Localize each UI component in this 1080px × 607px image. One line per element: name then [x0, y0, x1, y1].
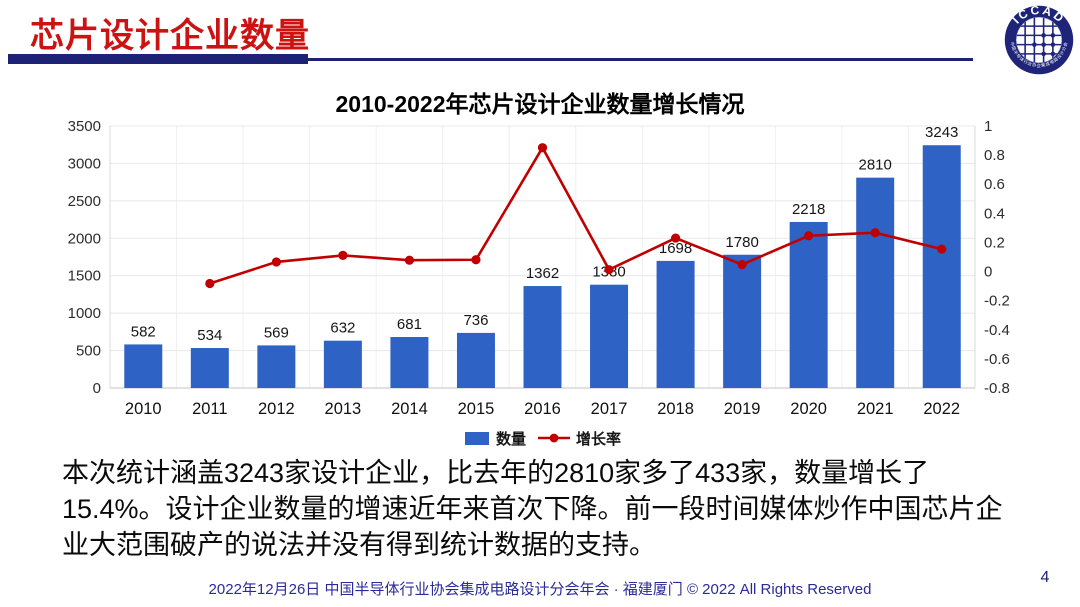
title-underline-thin: [308, 58, 973, 61]
svg-text:2810: 2810: [859, 157, 892, 174]
svg-text:2218: 2218: [792, 201, 825, 218]
iccad-logo: ICCAD 中国半导体行业协会集成电路设计分会: [1002, 3, 1076, 77]
svg-text:-0.8: -0.8: [984, 380, 1010, 397]
svg-text:2012: 2012: [258, 400, 295, 418]
svg-text:2017: 2017: [591, 400, 628, 418]
svg-text:1000: 1000: [68, 305, 101, 322]
svg-text:-0.6: -0.6: [984, 351, 1010, 368]
svg-text:数量: 数量: [496, 430, 526, 448]
svg-text:0.6: 0.6: [984, 176, 1005, 193]
svg-text:1698: 1698: [659, 240, 692, 257]
svg-text:3000: 3000: [68, 155, 101, 172]
title-underline-thick: [8, 54, 308, 64]
svg-text:3243: 3243: [925, 124, 958, 141]
svg-text:2014: 2014: [391, 400, 428, 418]
footer-text: 2022年12月26日 中国半导体行业协会集成电路设计分会年会 · 福建厦门 ©…: [208, 581, 872, 598]
svg-text:632: 632: [330, 320, 355, 337]
svg-text:1780: 1780: [725, 234, 758, 251]
svg-text:736: 736: [463, 312, 488, 329]
svg-text:582: 582: [131, 323, 156, 340]
svg-text:2010: 2010: [125, 400, 162, 418]
svg-text:2015: 2015: [458, 400, 495, 418]
svg-text:2011: 2011: [192, 400, 227, 418]
svg-text:0.8: 0.8: [984, 147, 1005, 164]
svg-text:0: 0: [93, 380, 101, 397]
iccad-logo-icon: ICCAD 中国半导体行业协会集成电路设计分会: [1004, 3, 1074, 75]
svg-text:2022: 2022: [923, 400, 960, 418]
svg-text:0.2: 0.2: [984, 234, 1005, 251]
svg-text:0: 0: [984, 264, 992, 281]
svg-text:500: 500: [76, 343, 101, 360]
svg-text:2013: 2013: [325, 400, 362, 418]
svg-text:2021: 2021: [857, 400, 894, 418]
svg-text:2016: 2016: [524, 400, 561, 418]
svg-text:2018: 2018: [657, 400, 694, 418]
logo-grid-dots: [1032, 33, 1056, 57]
svg-text:-0.4: -0.4: [984, 322, 1010, 339]
svg-text:2500: 2500: [68, 193, 101, 210]
svg-text:2020: 2020: [790, 400, 827, 418]
svg-text:2000: 2000: [68, 230, 101, 247]
svg-text:3500: 3500: [68, 118, 101, 135]
svg-text:-0.2: -0.2: [984, 293, 1010, 310]
svg-text:0.4: 0.4: [984, 205, 1005, 222]
growth-chart: 0 500 1000 1500 2000 2500 3000 3500 -0.8 -0.6 -0.4…: [68, 118, 1010, 448]
page-number: 4: [1040, 569, 1050, 586]
page-title: 芯片设计企业数量: [30, 17, 310, 55]
svg-text:1362: 1362: [526, 265, 559, 282]
svg-text:1: 1: [984, 118, 992, 135]
summary-text: 本次统计涵盖3243家设计企业，比去年的2810家多了433家，数量增长了15.…: [62, 458, 1003, 560]
svg-text:2019: 2019: [724, 400, 761, 418]
chart-title: 2010-2022年芯片设计企业数量增长情况: [335, 91, 745, 117]
svg-text:534: 534: [197, 327, 222, 344]
svg-text:1500: 1500: [68, 268, 101, 285]
svg-text:569: 569: [264, 324, 289, 341]
svg-text:增长率: 增长率: [576, 430, 621, 448]
svg-text:681: 681: [397, 316, 422, 333]
